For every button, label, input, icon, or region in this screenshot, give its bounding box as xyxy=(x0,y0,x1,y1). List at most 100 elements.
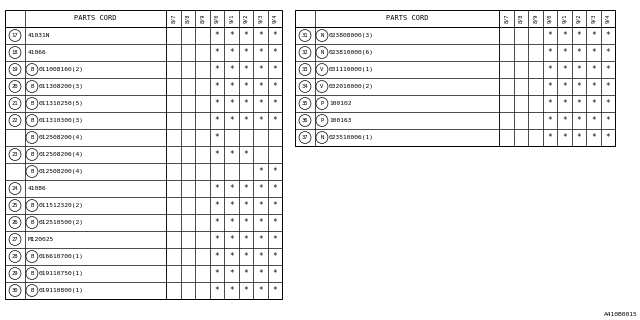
Text: PARTS CORD: PARTS CORD xyxy=(386,15,428,21)
Text: 9/4: 9/4 xyxy=(605,14,611,23)
Text: 016610700(1): 016610700(1) xyxy=(39,254,84,259)
Text: *: * xyxy=(258,82,262,91)
Text: 32: 32 xyxy=(301,50,308,55)
Text: 011310300(3): 011310300(3) xyxy=(39,118,84,123)
Text: *: * xyxy=(214,31,219,40)
Text: 18: 18 xyxy=(12,50,19,55)
Text: N: N xyxy=(321,135,324,140)
Text: 9/0: 9/0 xyxy=(214,14,220,23)
Text: 100163: 100163 xyxy=(329,118,351,123)
Text: *: * xyxy=(243,65,248,74)
Text: *: * xyxy=(258,286,262,295)
Text: *: * xyxy=(273,218,277,227)
Text: *: * xyxy=(229,252,234,261)
Text: *: * xyxy=(229,218,234,227)
Text: 012508200(4): 012508200(4) xyxy=(39,169,84,174)
Text: *: * xyxy=(258,235,262,244)
Text: *: * xyxy=(243,252,248,261)
Text: *: * xyxy=(562,133,566,142)
Text: B: B xyxy=(30,67,33,72)
Text: *: * xyxy=(229,184,234,193)
Text: 019110800(1): 019110800(1) xyxy=(39,288,84,293)
Text: 36: 36 xyxy=(301,118,308,123)
Text: *: * xyxy=(214,269,219,278)
Text: *: * xyxy=(591,99,596,108)
Text: *: * xyxy=(229,31,234,40)
Text: *: * xyxy=(243,99,248,108)
Text: 28: 28 xyxy=(12,254,19,259)
Text: 9/1: 9/1 xyxy=(228,14,234,23)
Text: 019110750(1): 019110750(1) xyxy=(39,271,84,276)
Text: 25: 25 xyxy=(12,203,19,208)
Text: *: * xyxy=(243,286,248,295)
Text: *: * xyxy=(547,99,552,108)
Text: *: * xyxy=(214,65,219,74)
Text: 29: 29 xyxy=(12,271,19,276)
Text: 012508206(4): 012508206(4) xyxy=(39,152,84,157)
Text: *: * xyxy=(229,201,234,210)
Text: *: * xyxy=(273,116,277,125)
Text: *: * xyxy=(547,31,552,40)
Text: *: * xyxy=(273,201,277,210)
Text: *: * xyxy=(273,82,277,91)
Text: B: B xyxy=(30,152,33,157)
Bar xyxy=(5,10,282,299)
Text: *: * xyxy=(243,235,248,244)
Text: *: * xyxy=(547,133,552,142)
Text: *: * xyxy=(273,269,277,278)
Text: *: * xyxy=(273,99,277,108)
Text: 23: 23 xyxy=(12,152,19,157)
Text: 011310250(5): 011310250(5) xyxy=(39,101,84,106)
Text: B: B xyxy=(30,118,33,123)
Text: *: * xyxy=(562,65,566,74)
Text: *: * xyxy=(214,133,219,142)
Text: *: * xyxy=(214,252,219,261)
Text: A410B0015: A410B0015 xyxy=(604,312,638,317)
Text: *: * xyxy=(577,48,581,57)
Text: 011008160(2): 011008160(2) xyxy=(39,67,84,72)
Text: *: * xyxy=(258,31,262,40)
Text: *: * xyxy=(258,99,262,108)
Text: *: * xyxy=(562,48,566,57)
Text: *: * xyxy=(605,116,610,125)
Text: 023808000(3): 023808000(3) xyxy=(329,33,374,38)
Text: *: * xyxy=(214,184,219,193)
Text: *: * xyxy=(577,82,581,91)
Text: *: * xyxy=(243,150,248,159)
Text: B: B xyxy=(30,220,33,225)
Text: *: * xyxy=(258,218,262,227)
Text: *: * xyxy=(214,116,219,125)
Text: 9/3: 9/3 xyxy=(591,14,596,23)
Text: *: * xyxy=(214,286,219,295)
Text: *: * xyxy=(258,201,262,210)
Text: P: P xyxy=(321,101,324,106)
Text: 9/3: 9/3 xyxy=(258,14,263,23)
Text: B: B xyxy=(30,203,33,208)
Text: *: * xyxy=(243,269,248,278)
Text: *: * xyxy=(547,82,552,91)
Text: 41086: 41086 xyxy=(28,186,47,191)
Text: 8/7: 8/7 xyxy=(171,14,176,23)
Text: *: * xyxy=(258,167,262,176)
Text: *: * xyxy=(605,31,610,40)
Text: *: * xyxy=(258,184,262,193)
Text: 20: 20 xyxy=(12,84,19,89)
Text: *: * xyxy=(229,65,234,74)
Text: *: * xyxy=(273,235,277,244)
Text: *: * xyxy=(577,133,581,142)
Text: *: * xyxy=(591,82,596,91)
Text: *: * xyxy=(214,235,219,244)
Text: N: N xyxy=(321,50,324,55)
Text: *: * xyxy=(214,82,219,91)
Text: 9/1: 9/1 xyxy=(562,14,567,23)
Text: 9/2: 9/2 xyxy=(576,14,581,23)
Text: 22: 22 xyxy=(12,118,19,123)
Text: 21: 21 xyxy=(12,101,19,106)
Text: 8/9: 8/9 xyxy=(532,14,538,23)
Bar xyxy=(295,10,615,146)
Text: *: * xyxy=(258,65,262,74)
Text: *: * xyxy=(562,31,566,40)
Text: 19: 19 xyxy=(12,67,19,72)
Text: *: * xyxy=(562,82,566,91)
Text: 35: 35 xyxy=(301,101,308,106)
